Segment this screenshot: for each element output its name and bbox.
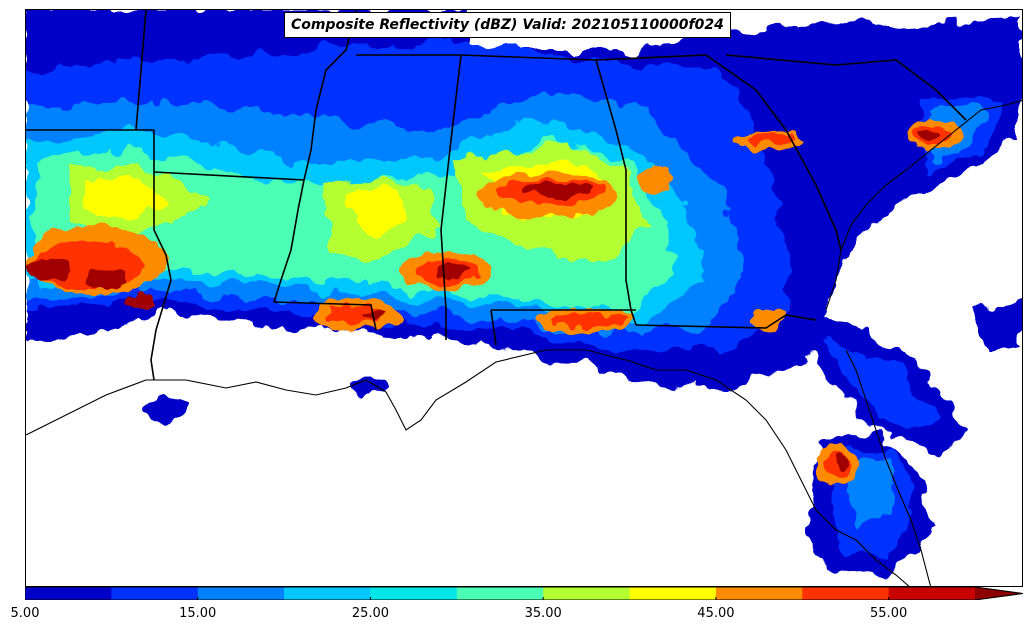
colorbar-tick-label: 15.00 (179, 606, 217, 621)
colorbar-segment (715, 587, 803, 600)
map-panel (25, 9, 1023, 587)
state-borders (26, 10, 967, 381)
colorbar-segment (629, 587, 717, 600)
colorbar-segment (111, 587, 199, 600)
colorbar-tick-label: 55.00 (870, 606, 908, 621)
reflectivity-map (26, 10, 1022, 586)
reflectivity-field (26, 10, 1022, 580)
colorbar-tick-label: 35.00 (524, 606, 562, 621)
colorbar-segment (25, 587, 112, 600)
colorbar-segment (197, 587, 285, 600)
map-title: Composite Reflectivity (dBZ) Valid: 2021… (284, 12, 731, 38)
colorbar-segment (370, 587, 458, 600)
colorbar (25, 587, 1023, 600)
colorbar-segment (456, 587, 544, 600)
storm-cores (26, 121, 964, 487)
colorbar-segment (802, 587, 890, 600)
colorbar-tick-label: 5.00 (10, 606, 40, 621)
colorbar-outline (25, 587, 1023, 600)
colorbar-segment (284, 587, 371, 600)
colorbar-tick-label: 25.00 (351, 606, 390, 621)
coastline (26, 99, 1022, 586)
colorbar-extend-arrow (975, 587, 1023, 600)
colorbar-segment (888, 587, 976, 600)
colorbar-tick-label: 45.00 (697, 606, 735, 621)
colorbar-segment (543, 587, 631, 600)
